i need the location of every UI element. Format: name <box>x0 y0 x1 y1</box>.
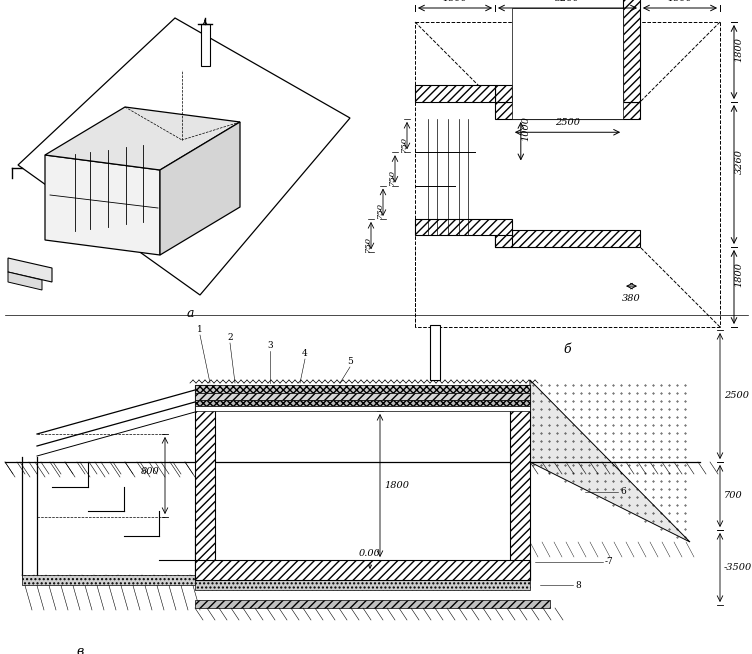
Text: 3: 3 <box>267 341 273 351</box>
Text: 1800: 1800 <box>735 37 744 62</box>
Text: -7: -7 <box>605 557 614 566</box>
Text: 750: 750 <box>376 202 384 218</box>
Bar <box>495 230 512 247</box>
Text: 750: 750 <box>400 135 408 152</box>
Text: 380: 380 <box>622 294 641 303</box>
Text: б: б <box>564 343 572 356</box>
Bar <box>195 400 530 406</box>
Bar <box>195 385 530 393</box>
Text: 1800: 1800 <box>384 481 409 489</box>
Bar <box>201 24 210 66</box>
Text: 800: 800 <box>141 468 160 477</box>
Bar <box>415 85 495 102</box>
Polygon shape <box>18 18 350 295</box>
Text: 1000: 1000 <box>521 116 530 141</box>
Text: 750: 750 <box>388 169 396 185</box>
Text: -3500: -3500 <box>724 562 752 572</box>
Bar <box>495 85 512 102</box>
Text: 8: 8 <box>575 581 581 589</box>
Bar <box>195 393 530 400</box>
Text: 2500: 2500 <box>555 118 580 128</box>
Polygon shape <box>530 380 690 542</box>
Bar <box>495 102 640 119</box>
Polygon shape <box>45 107 240 170</box>
Text: 1: 1 <box>197 326 203 334</box>
Bar <box>195 560 530 580</box>
Bar <box>22 575 195 585</box>
Bar <box>430 325 440 380</box>
Bar <box>495 230 640 247</box>
Text: 1800: 1800 <box>668 0 693 3</box>
Text: а: а <box>186 307 194 320</box>
Text: 4: 4 <box>302 349 308 358</box>
Bar <box>512 8 623 119</box>
Polygon shape <box>160 122 240 255</box>
Polygon shape <box>8 258 52 282</box>
Text: 700: 700 <box>724 492 743 500</box>
Text: 1800: 1800 <box>442 0 468 3</box>
Bar <box>195 600 550 608</box>
Text: 2: 2 <box>227 334 233 343</box>
Text: в: в <box>77 645 83 654</box>
Text: 5: 5 <box>347 358 353 366</box>
Polygon shape <box>8 272 42 290</box>
Text: 3260: 3260 <box>735 150 744 175</box>
Text: 3260: 3260 <box>555 0 580 3</box>
Bar <box>215 410 510 560</box>
Bar <box>195 575 530 590</box>
Text: 6: 6 <box>620 487 626 496</box>
Polygon shape <box>45 155 160 255</box>
Bar <box>510 385 530 580</box>
Text: 2500: 2500 <box>724 392 749 400</box>
Bar <box>623 0 640 102</box>
Text: 0.00: 0.00 <box>359 549 381 558</box>
Text: 750: 750 <box>364 235 372 252</box>
Bar <box>195 385 215 580</box>
Bar <box>415 218 512 235</box>
Bar <box>195 406 530 411</box>
Text: 1800: 1800 <box>735 262 744 287</box>
